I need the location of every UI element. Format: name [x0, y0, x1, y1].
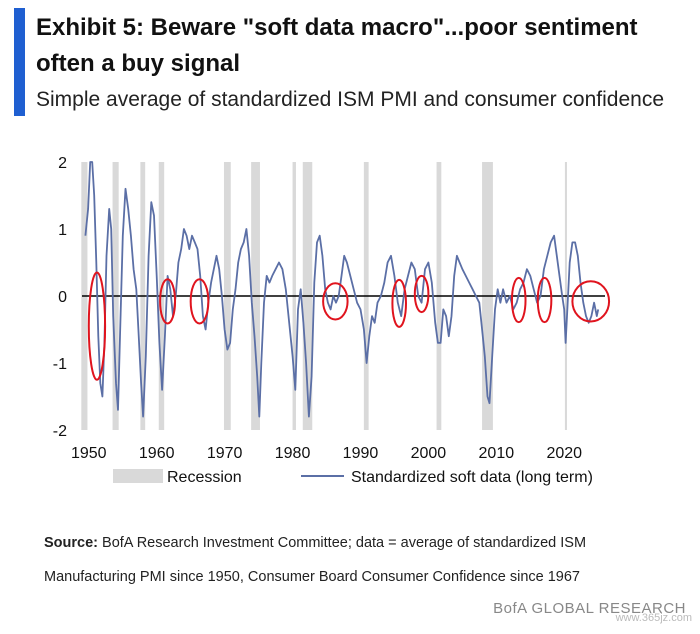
y-tick-label: 2 — [58, 155, 67, 172]
chart-subtitle: Simple average of standardized ISM PMI a… — [36, 88, 665, 111]
x-tick-label: 1980 — [275, 445, 311, 462]
source-text: BofA Research Investment Committee; data… — [44, 535, 587, 585]
legend-recession-swatch — [113, 469, 163, 483]
circle-annotation — [159, 278, 177, 325]
circle-annotation — [322, 282, 349, 321]
x-tick-label: 2020 — [546, 445, 582, 462]
x-tick-label: 1950 — [71, 445, 107, 462]
x-tick-label: 1990 — [343, 445, 379, 462]
source-label: Source: — [44, 535, 98, 551]
x-tick-label: 1970 — [207, 445, 243, 462]
chart-title: Exhibit 5: Beware "soft data macro"...po… — [36, 14, 638, 77]
x-tick-label: 2010 — [479, 445, 515, 462]
legend-line-label: Standardized soft data (long term) — [351, 469, 593, 486]
y-tick-label: -1 — [53, 356, 67, 373]
legend-recession-label: Recession — [167, 469, 242, 486]
circle-annotation — [510, 276, 527, 324]
circle-annotation — [87, 271, 107, 381]
x-tick-label: 2000 — [411, 445, 447, 462]
legend: Recession Standardized soft data (long t… — [113, 469, 593, 486]
brand-logo-text: BofA GLOBAL RESEARCH — [493, 600, 686, 617]
y-tick-label: -2 — [53, 423, 67, 440]
axes: -2 -1 0 1 2 1950 1960 1970 1980 1990 2000 2010 2020 — [53, 155, 605, 462]
watermark: www.365jz.com — [615, 612, 692, 624]
accent-bar — [14, 8, 25, 116]
x-tick-label: 1960 — [139, 445, 175, 462]
source-note: Source: BofA Research Investment Committ… — [44, 526, 664, 594]
circle-annotation — [413, 274, 430, 314]
y-tick-label: 1 — [58, 222, 67, 239]
circle-annotation — [189, 278, 210, 325]
y-tick-label: 0 — [58, 289, 67, 306]
circled-lows — [87, 271, 611, 381]
circle-annotation — [391, 278, 407, 328]
circle-annotation — [536, 276, 553, 324]
circle-annotation — [571, 280, 611, 323]
